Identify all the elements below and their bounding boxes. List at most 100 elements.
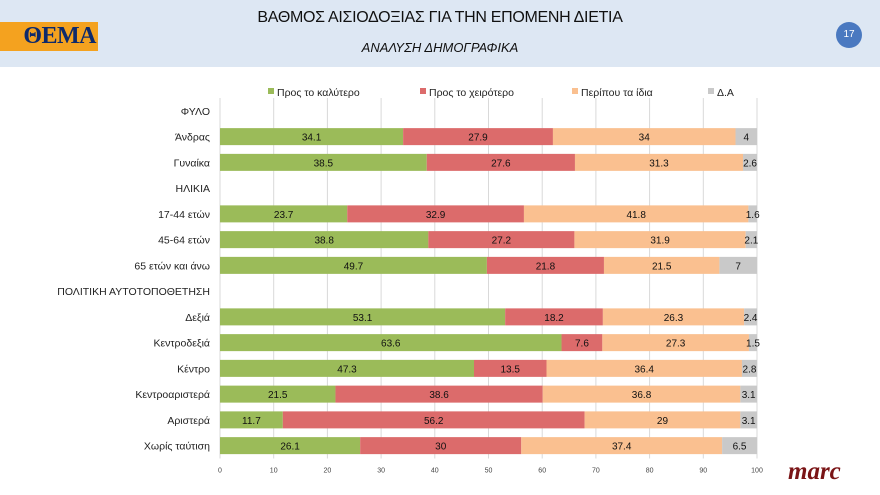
- bar-segment: [220, 308, 506, 326]
- data-label: 38.8: [314, 236, 334, 247]
- legend-swatch: [420, 88, 426, 94]
- data-label: 27.6: [491, 158, 511, 169]
- legend-label: Δ.Α: [717, 87, 734, 99]
- x-tick-label: 30: [377, 468, 385, 475]
- bar-segment: [220, 128, 404, 146]
- bar-segment: [486, 256, 604, 274]
- legend-swatch: [708, 88, 714, 94]
- category-label: 65 ετών και άνω: [134, 260, 210, 272]
- bar-segment: [602, 334, 749, 352]
- data-label: 2.8: [743, 364, 757, 375]
- x-tick-label: 60: [538, 468, 546, 475]
- data-label: 56.2: [424, 416, 444, 427]
- data-label: 34: [639, 133, 651, 144]
- data-label: 32.9: [426, 210, 446, 221]
- bar-segment: [521, 437, 723, 455]
- bar-segment: [220, 231, 429, 249]
- bar-segment: [403, 128, 553, 146]
- data-label: 30: [435, 442, 447, 453]
- bar-segment: [220, 437, 361, 455]
- data-label: 6.5: [733, 442, 747, 453]
- bar-segment: [220, 205, 348, 223]
- page-title: ΒΑΘΜΟΣ ΑΙΣΙΟΔΟΞΙΑΣ ΓΙΑ ΤΗΝ ΕΠΟΜΕΝΗ ΔΙΕΤΙ…: [257, 9, 623, 26]
- bar-segment: [744, 308, 757, 326]
- category-label: ΦΥΛΟ: [181, 106, 210, 118]
- category-label: 17-44 ετών: [158, 209, 210, 221]
- data-label: 49.7: [344, 261, 364, 272]
- category-label: Κεντροδεξιά: [153, 338, 210, 350]
- data-label: 21.5: [268, 390, 288, 401]
- bar-segment: [745, 231, 757, 249]
- x-tick-label: 40: [431, 468, 439, 475]
- bar-segment: [740, 385, 757, 403]
- legend-label: Περίπου τα ίδια: [581, 87, 653, 99]
- data-label: 29: [657, 416, 669, 427]
- data-label: 27.9: [468, 133, 488, 144]
- category-label: Αριστερά: [167, 415, 210, 427]
- category-label: ΗΛΙΚΙΑ: [176, 183, 210, 195]
- bar-segment: [220, 359, 475, 377]
- category-label: Άνδρας: [175, 132, 210, 144]
- data-label: 41.8: [626, 210, 646, 221]
- data-label: 38.5: [314, 158, 334, 169]
- data-label: 26.1: [280, 442, 300, 453]
- data-label: 31.3: [649, 158, 669, 169]
- bar-segment: [546, 359, 742, 377]
- data-label: 36.4: [634, 364, 654, 375]
- bar-segment: [602, 308, 745, 326]
- data-label: 1.5: [746, 339, 760, 350]
- x-tick-label: 90: [699, 468, 707, 475]
- data-label: 27.2: [492, 236, 512, 247]
- page-subtitle: ΑΝΑΛΥΣΗ ΔΗΜΟΓΡΑΦΙΚΑ: [361, 40, 519, 55]
- data-label: 3.1: [742, 416, 756, 427]
- data-label: 27.3: [666, 339, 686, 350]
- data-label: 2.4: [744, 313, 758, 324]
- bar-segment: [574, 153, 744, 171]
- bar-segment: [220, 153, 427, 171]
- data-label: 21.5: [652, 261, 672, 272]
- bar-segment: [335, 385, 543, 403]
- bar-segment: [347, 205, 524, 223]
- logo-text: ΘΕΜΑ: [23, 23, 96, 49]
- bar-segment: [360, 437, 522, 455]
- x-tick-label: 100: [751, 468, 763, 475]
- bar-segment: [584, 411, 741, 429]
- bar-segment: [741, 359, 757, 377]
- data-label: 4: [743, 133, 749, 144]
- category-label: Δεξιά: [185, 312, 210, 324]
- data-label: 18.2: [544, 313, 564, 324]
- data-label: 11.7: [242, 416, 261, 427]
- logo: ΘΕΜΑ: [0, 22, 98, 51]
- data-label: 47.3: [337, 364, 357, 375]
- data-label: 3.1: [742, 390, 756, 401]
- bar-segment: [722, 437, 757, 455]
- legend-label: Προς το καλύτερο: [277, 87, 360, 99]
- bar-segment: [220, 411, 283, 429]
- bar-segment: [735, 128, 757, 146]
- x-tick-label: 50: [485, 468, 493, 475]
- data-label: 1.6: [746, 210, 760, 221]
- header-band: [0, 0, 880, 67]
- x-tick-label: 20: [324, 468, 332, 475]
- bar-segment: [220, 334, 562, 352]
- legend-swatch: [268, 88, 274, 94]
- brand-logo: marc: [788, 458, 841, 485]
- bar-segment: [220, 256, 487, 274]
- data-label: 13.5: [501, 364, 521, 375]
- bar-segment: [748, 205, 757, 223]
- bar-segment: [561, 334, 603, 352]
- data-label: 26.3: [664, 313, 684, 324]
- x-tick-label: 0: [218, 468, 222, 475]
- data-label: 53.1: [353, 313, 373, 324]
- data-label: 7.6: [575, 339, 589, 350]
- legend-swatch: [572, 88, 578, 94]
- bar-segment: [542, 385, 741, 403]
- data-label: 31.9: [650, 236, 670, 247]
- category-label: ΠΟΛΙΤΙΚΗ ΑΥΤΟΤΟΠΟΘΕΤΗΣΗ: [57, 286, 210, 298]
- bar-segment: [474, 359, 547, 377]
- bar-segment: [740, 411, 757, 429]
- bar-segment: [603, 256, 720, 274]
- bar-segment: [282, 411, 585, 429]
- data-label: 7: [735, 261, 741, 272]
